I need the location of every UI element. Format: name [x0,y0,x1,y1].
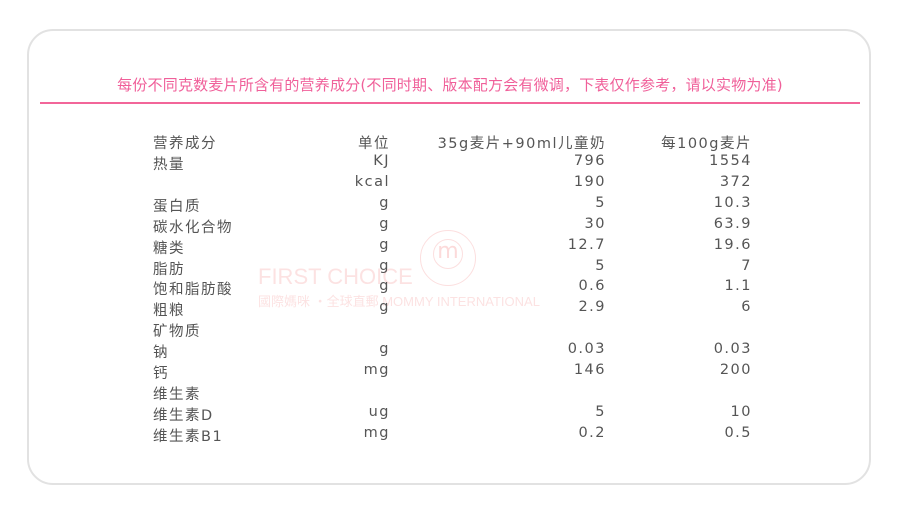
cell-serving: 0.2 [578,424,606,441]
table-row: kcal 190 372 [0,174,900,195]
cell-unit: g [379,278,390,295]
cell-per100g: 6 [741,299,752,316]
table-row: 脂肪 g 5 7 [0,258,900,279]
table-row: 维生素B1 mg 0.2 0.5 [0,425,900,446]
cell-serving: 5 [595,257,606,274]
cell-per100g: 1554 [709,153,752,169]
cell-per100g: 7 [741,257,752,274]
table-row: 蛋白质 g 5 10.3 [0,195,900,216]
table-row: 钙 mg 146 200 [0,362,900,383]
cell-nutrient: 维生素B1 [153,428,224,445]
cell-per100g: 19.6 [713,236,752,253]
table-row: 碳水化合物 g 30 63.9 [0,216,900,237]
cell-per100g: 200 [719,362,752,378]
cell-nutrient: 热量 [153,157,185,173]
header-per100g: 每100g麦片 [661,136,752,152]
cell-nutrient: 饱和脂肪酸 [153,282,233,299]
header-unit: 单位 [358,136,390,152]
cell-serving: 0.6 [578,278,606,295]
cell-per100g: 0.5 [724,424,752,441]
cell-per100g: 372 [719,173,752,190]
table-row: 矿物质 [0,320,900,341]
table-title: 每份不同克数麦片所含有的营养成分(不同时期、版本配方会有微调，下表仅作参考，请以… [117,76,783,94]
cell-nutrient: 粗粮 [153,303,185,320]
cell-nutrient: 碳水化合物 [153,219,233,236]
cell-per100g: 1.1 [724,278,752,295]
cell-serving: 12.7 [567,236,606,253]
cell-nutrient: 糖类 [153,240,185,257]
cell-unit: g [379,236,390,253]
cell-nutrient: 矿物质 [153,324,201,341]
cell-serving: 2.9 [578,299,606,316]
header-nutrient: 营养成分 [153,136,217,152]
cell-unit: g [379,215,390,232]
cell-nutrient: 维生素D [153,407,214,424]
cell-serving: 30 [584,215,606,232]
table-row: 饱和脂肪酸 g 0.6 1.1 [0,278,900,299]
cell-nutrient: 维生素 [153,386,201,403]
cell-unit: mg [363,424,390,441]
table-row: 热量 KJ 796 1554 [0,153,900,174]
cell-serving: 0.03 [567,341,606,358]
cell-serving: 796 [573,153,606,169]
cell-nutrient: 钠 [153,345,169,362]
cell-serving: 190 [573,173,606,190]
cell-nutrient: 钙 [153,366,169,382]
cell-per100g: 10 [730,403,752,420]
cell-nutrient: 脂肪 [153,261,185,278]
cell-unit: g [379,257,390,274]
cell-unit: g [379,299,390,316]
cell-unit: KJ [373,153,390,169]
cell-per100g: 10.3 [713,194,752,211]
table-row: 维生素 [0,383,900,404]
table-row: 粗粮 g 2.9 6 [0,299,900,320]
cell-serving: 5 [595,194,606,211]
table-row: 维生素D ug 5 10 [0,404,900,425]
cell-unit: g [379,194,390,211]
header-serving: 35g麦片+90ml儿童奶 [437,136,606,152]
cell-nutrient: 蛋白质 [153,198,201,215]
cell-serving: 146 [573,362,606,378]
cell-unit: g [379,341,390,358]
watermark-seal-logo [420,230,476,286]
table-header: 营养成分 单位 35g麦片+90ml儿童奶 每100g麦片 [0,132,900,153]
cell-unit: mg [363,362,390,378]
cell-per100g: 63.9 [713,215,752,232]
cell-serving: 5 [595,403,606,420]
table-row: 糖类 g 12.7 19.6 [0,237,900,258]
table-row: 钠 g 0.03 0.03 [0,341,900,362]
cell-unit: kcal [354,173,390,190]
cell-per100g: 0.03 [713,341,752,358]
cell-unit: ug [368,403,390,420]
title-divider [40,102,860,104]
